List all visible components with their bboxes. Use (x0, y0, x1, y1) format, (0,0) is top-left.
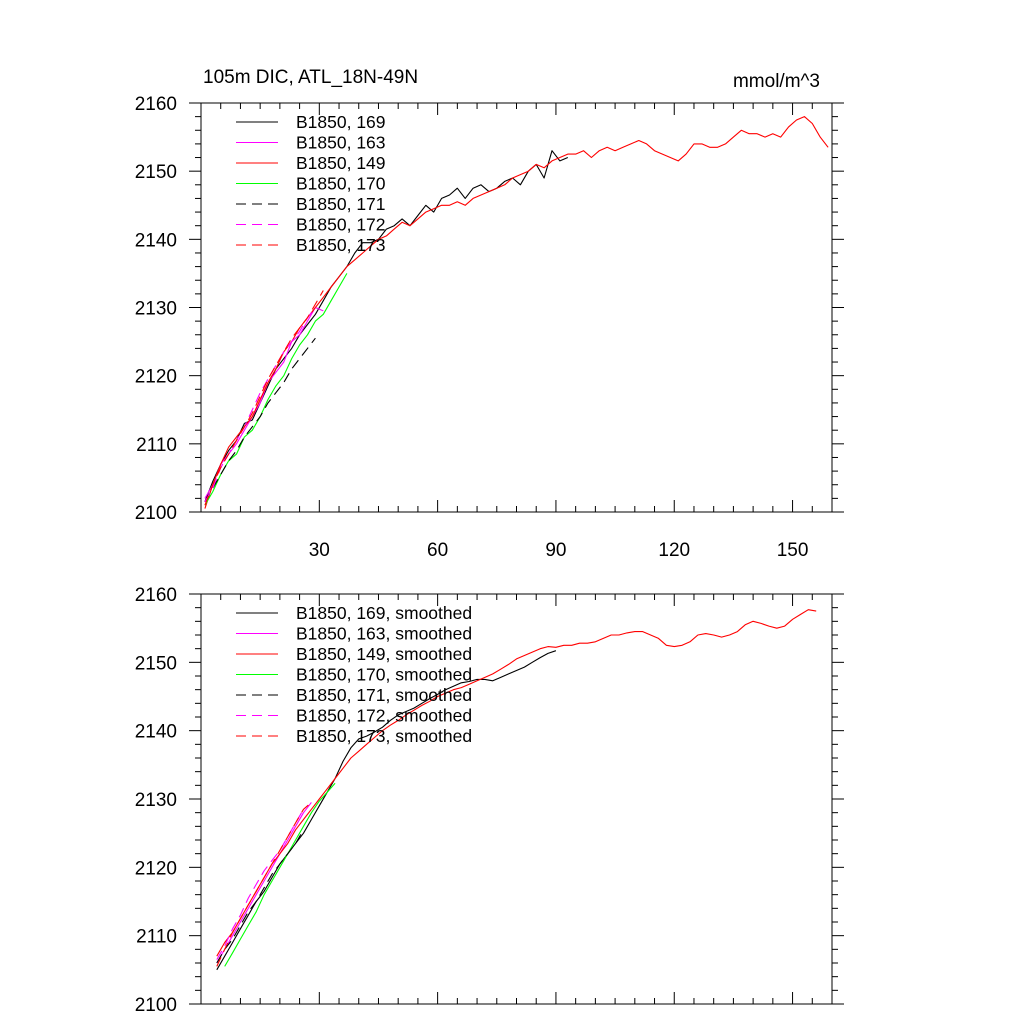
x-tick-label: 150 (777, 540, 809, 561)
y-tick-label: 2140 (135, 722, 177, 743)
y-tick-label: 2120 (135, 858, 177, 879)
top-panel: 105m DIC, ATL_18N-49N mmol/m^3 2100 2110 2… (135, 67, 844, 561)
legend-label: B1850, 163, smoothed (296, 624, 472, 644)
series-line-1 (204, 150, 569, 502)
y-tick-label: 2140 (135, 230, 177, 251)
legend-label: B1850, 171, smoothed (296, 685, 472, 705)
series-line-4 (224, 782, 336, 967)
y-tick-label: 2110 (136, 927, 177, 948)
legend-label: B1850, 170 (296, 174, 386, 194)
legend-label: B1850, 172, smoothed (296, 706, 472, 726)
legend-label: B1850, 163 (296, 133, 386, 153)
y-tick-label: 2130 (135, 299, 177, 320)
series-line-5 (204, 337, 316, 503)
y-tick-label: 2160 (135, 94, 177, 115)
legend-label: B1850, 172 (296, 215, 386, 235)
x-tick-label: 60 (427, 540, 448, 561)
x-tick-label: 30 (309, 540, 330, 561)
series-line-4 (204, 273, 348, 506)
legend-label: B1850, 169, smoothed (296, 603, 472, 623)
y-tick-label: 2100 (135, 995, 177, 1016)
legend-label: B1850, 170, smoothed (296, 665, 472, 685)
y-tick-label: 2110 (136, 435, 177, 456)
units-label: mmol/m^3 (733, 71, 820, 92)
bottom-panel: 2100 2110 2120 2130 2140 2150 2160 B1850, 169, … (135, 585, 844, 1016)
legend-label: B1850, 171 (296, 194, 386, 214)
legend-label: B1850, 173 (296, 235, 386, 255)
y-tick-label: 2100 (135, 503, 177, 524)
x-tick-label: 120 (658, 540, 690, 561)
series-line-5 (216, 829, 304, 964)
series-line-1 (216, 650, 557, 971)
series-line-2 (204, 306, 324, 499)
legend-label: B1850, 169 (296, 112, 386, 132)
legend-label: B1850, 173, smoothed (296, 726, 472, 746)
y-tick-label: 2160 (135, 585, 177, 606)
series-line-7 (216, 801, 312, 967)
y-tick-label: 2150 (135, 653, 177, 674)
legend-label: B1850, 149 (296, 153, 386, 173)
y-tick-label: 2130 (135, 790, 177, 811)
series-line-3 (216, 609, 817, 957)
series-line-7 (204, 290, 324, 506)
chart-title: 105m DIC, ATL_18N-49N (203, 67, 418, 88)
y-tick-label: 2120 (135, 367, 177, 388)
x-tick-label: 90 (545, 540, 566, 561)
series-line-2 (216, 802, 312, 964)
y-tick-label: 2150 (135, 162, 177, 183)
legend-label: B1850, 149, smoothed (296, 644, 472, 664)
